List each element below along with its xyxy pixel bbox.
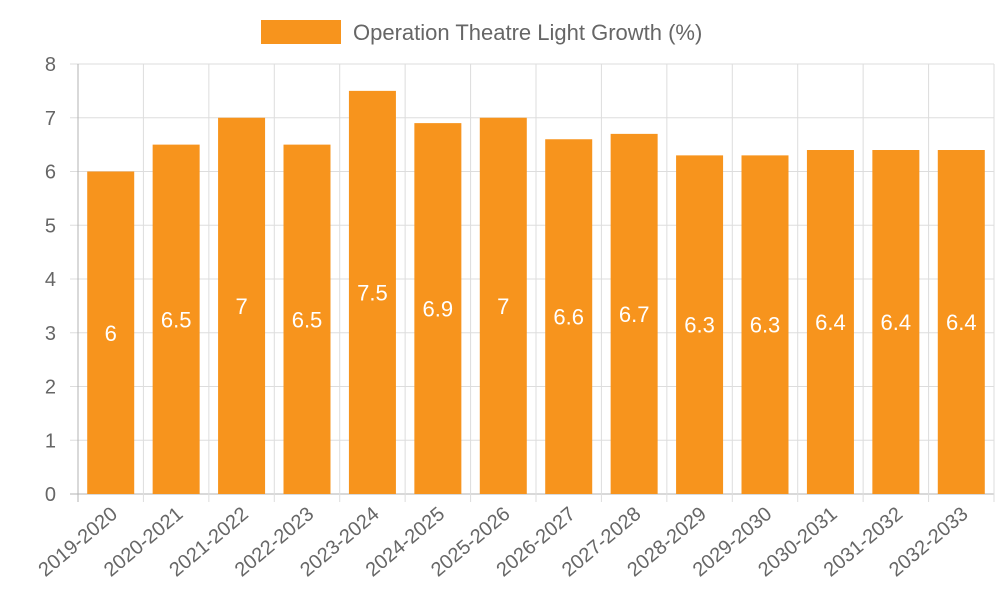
bar[interactable] xyxy=(152,144,200,494)
bar[interactable] xyxy=(741,155,789,494)
bar[interactable] xyxy=(676,155,724,494)
data-label: 7 xyxy=(497,294,509,319)
data-label: 6.3 xyxy=(684,313,715,338)
y-tick-label: 3 xyxy=(45,323,56,345)
data-labels: 6 6.5 7 6.5 7.5 6.9 7 6.6 6.7 6.3 6.3 6.4 6.4 6.4 xyxy=(105,280,977,345)
y-tick-label: 7 xyxy=(45,108,56,130)
y-tick-label: 4 xyxy=(45,269,56,291)
bar[interactable] xyxy=(87,171,135,495)
bar[interactable] xyxy=(937,150,985,494)
data-label: 6.6 xyxy=(553,305,584,330)
bar[interactable] xyxy=(806,150,854,494)
data-label: 6.4 xyxy=(946,310,977,335)
bar[interactable] xyxy=(479,117,527,494)
data-label: 6.4 xyxy=(815,310,846,335)
data-label: 6.4 xyxy=(881,310,912,335)
y-tick-label: 2 xyxy=(45,377,56,399)
data-label: 6.3 xyxy=(750,313,781,338)
y-tick-label: 5 xyxy=(45,215,56,237)
bar[interactable] xyxy=(218,117,266,494)
y-tick-label: 8 xyxy=(45,54,56,76)
data-label: 6 xyxy=(105,321,117,346)
grid-lines xyxy=(70,63,995,502)
y-tick-labels: 0 1 2 3 4 5 6 7 8 xyxy=(45,54,56,506)
bar[interactable] xyxy=(545,139,593,494)
data-label: 6.9 xyxy=(423,297,454,322)
x-tick-labels: 2019-20202020-20212021-20222022-20232023… xyxy=(35,503,973,581)
y-tick-label: 6 xyxy=(45,162,56,184)
bar[interactable] xyxy=(414,123,462,494)
bar[interactable] xyxy=(348,90,396,494)
data-label: 7 xyxy=(235,294,247,319)
data-label: 6.7 xyxy=(619,302,650,327)
bar[interactable] xyxy=(610,133,658,494)
data-label: 6.5 xyxy=(292,307,323,332)
legend-swatch xyxy=(261,20,341,44)
legend[interactable]: Operation Theatre Light Growth (%) xyxy=(261,20,702,45)
data-label: 6.5 xyxy=(161,307,192,332)
bars xyxy=(87,90,985,495)
bar[interactable] xyxy=(872,150,920,494)
y-tick-label: 0 xyxy=(45,484,56,506)
bar[interactable] xyxy=(283,144,331,494)
data-label: 7.5 xyxy=(357,280,388,305)
y-tick-label: 1 xyxy=(45,430,56,452)
legend-label: Operation Theatre Light Growth (%) xyxy=(353,20,702,45)
